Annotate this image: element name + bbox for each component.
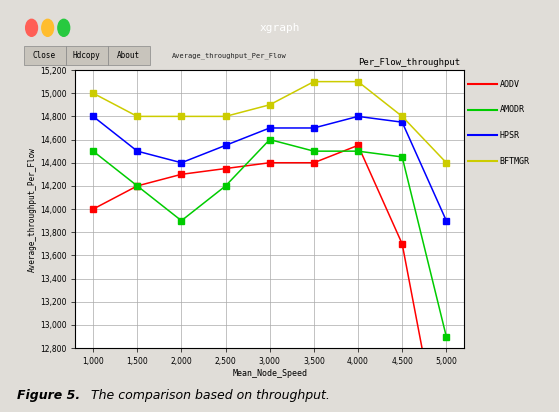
Text: Per_Flow_throughput: Per_Flow_throughput — [358, 58, 460, 67]
Text: Close: Close — [33, 51, 56, 60]
Text: AMODR: AMODR — [500, 105, 525, 115]
Y-axis label: Average_throughput_Per_Flow: Average_throughput_Per_Flow — [28, 147, 37, 272]
Text: Figure 5.: Figure 5. — [17, 389, 80, 402]
Ellipse shape — [26, 19, 37, 36]
Text: Average_throughput_Per_Flow: Average_throughput_Per_Flow — [172, 52, 287, 59]
Ellipse shape — [42, 19, 54, 36]
FancyBboxPatch shape — [108, 46, 150, 65]
Text: BFTMGR: BFTMGR — [500, 157, 529, 166]
FancyBboxPatch shape — [24, 46, 66, 65]
Text: HPSR: HPSR — [500, 131, 520, 140]
Text: AODV: AODV — [500, 80, 520, 89]
FancyBboxPatch shape — [66, 46, 108, 65]
Text: Hdcopy: Hdcopy — [73, 51, 100, 60]
Text: xgraph: xgraph — [259, 23, 300, 33]
X-axis label: Mean_Node_Speed: Mean_Node_Speed — [232, 369, 307, 378]
Text: The comparison based on throughput.: The comparison based on throughput. — [87, 389, 329, 402]
Ellipse shape — [58, 19, 70, 36]
Text: About: About — [117, 51, 140, 60]
